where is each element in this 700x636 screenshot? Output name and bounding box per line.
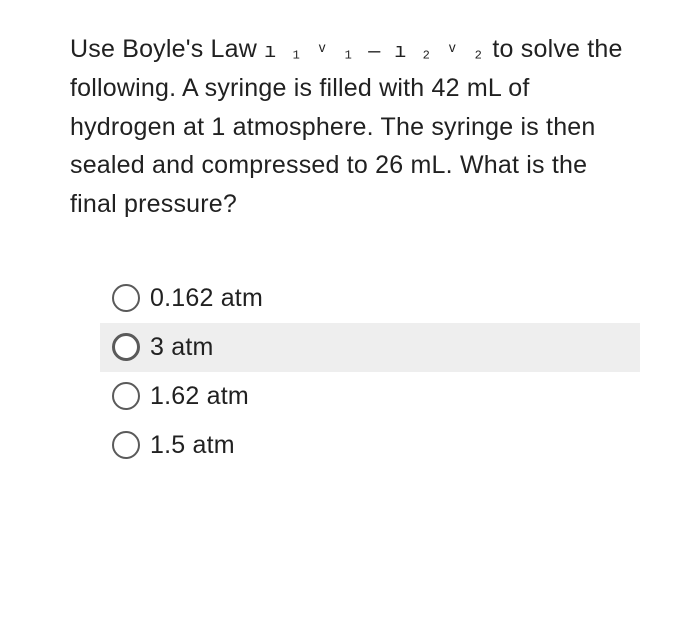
option-label: 1.5 atm: [150, 431, 235, 460]
options-list: 0.162 atm 3 atm 1.62 atm 1.5 atm: [100, 274, 640, 470]
option-label: 3 atm: [150, 333, 214, 362]
radio-icon: [112, 284, 140, 312]
option-label: 1.62 atm: [150, 382, 249, 411]
option-2[interactable]: 1.62 atm: [100, 372, 640, 421]
question-text: Use Boyle's Law ı ₁ ᵛ ₁ — ı ₂ ᵛ ₂ to sol…: [70, 30, 640, 224]
radio-icon: [112, 382, 140, 410]
option-0[interactable]: 0.162 atm: [100, 274, 640, 323]
option-label: 0.162 atm: [150, 284, 263, 313]
radio-icon: [112, 431, 140, 459]
radio-icon: [112, 333, 140, 361]
option-1[interactable]: 3 atm: [100, 323, 640, 372]
question-prefix: Use Boyle's Law: [70, 35, 264, 63]
option-3[interactable]: 1.5 atm: [100, 421, 640, 470]
formula: ı ₁ ᵛ ₁ — ı ₂ ᵛ ₂: [264, 41, 485, 64]
